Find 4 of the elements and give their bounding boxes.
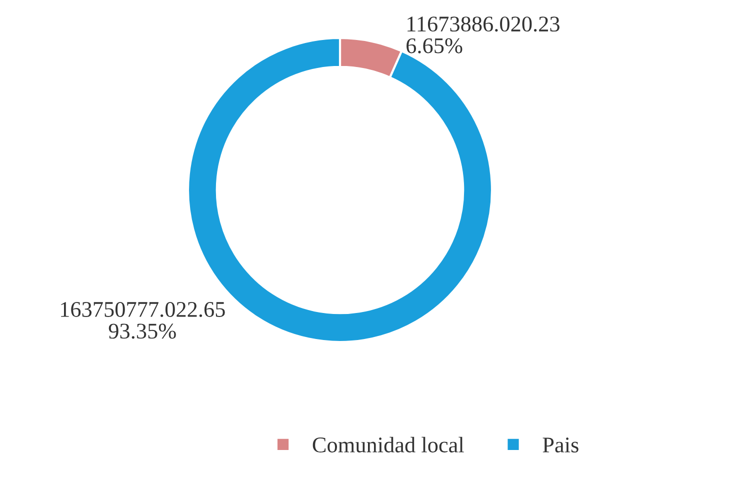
- data-label: 163750777.022.65 93.35%: [61, 302, 225, 339]
- legend-label: Comunidad local: [312, 436, 464, 452]
- data-label: 11673886.020.23 6.65%: [406, 16, 560, 54]
- legend-label: Pais: [542, 438, 578, 452]
